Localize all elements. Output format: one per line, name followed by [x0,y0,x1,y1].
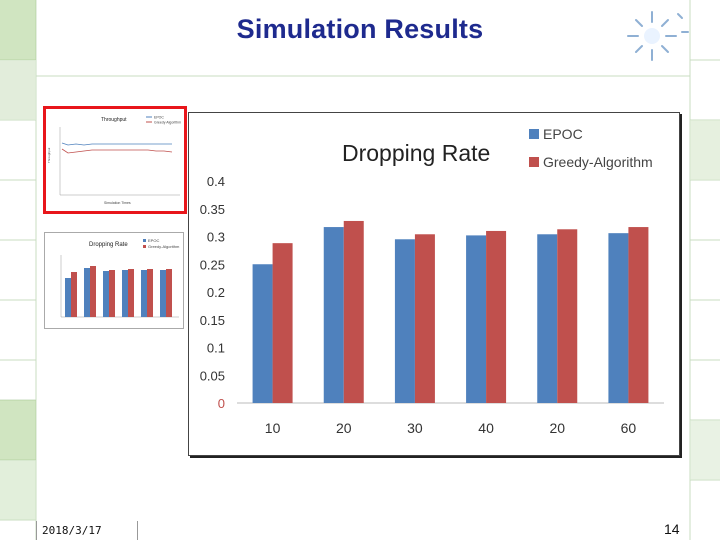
epoc-bar [252,264,273,403]
y-tick-label: 0.3 [207,230,225,245]
chart-title: Dropping Rate [342,140,490,166]
thumb-throughput-legend-1: EPOC [154,116,164,120]
y-tick-label: 0.2 [207,285,225,300]
thumb-dropping-title: Dropping Rate [89,242,128,248]
bars [252,220,649,403]
throughput-thumbnail[interactable]: Throughput EPOC Greedy Algorithm Through… [43,106,187,214]
epoc-bar [394,239,415,403]
thumb-throughput-title: Throughput [101,117,127,123]
x-tick-label: 30 [407,420,423,436]
x-axis-ticks: 10 20 30 40 20 60 [265,420,637,436]
dropping-rate-chart-svg: Dropping Rate EPOC Greedy-Algorithm 0 0.0… [200,126,664,436]
slide-title: Simulation Results [236,14,484,44]
y-tick-label: 0.15 [200,313,225,328]
thumb-dropping-legend-1: EPOC [148,238,159,243]
thumb-dropping-legend-2: Greedy-Algorithm [148,244,180,249]
y-tick-label: 0.35 [200,202,225,217]
thumb-throughput-ylabel: Throughput [47,147,51,163]
legend-label-greedy: Greedy-Algorithm [543,154,653,170]
epoc-bar [323,227,344,403]
y-tick-label: 0.4 [207,174,225,189]
greedy-bar [414,234,435,403]
greedy-bar [486,230,507,403]
x-tick-label: 20 [549,420,565,436]
legend-swatch-epoc [529,129,539,139]
y-axis-ticks: 0 0.05 0.1 0.15 0.2 0.25 0.3 0.35 0.4 [200,174,664,411]
page-number: 14 [664,521,680,537]
greedy-bar [557,229,578,403]
greedy-bar [628,227,649,403]
thumb-throughput-xlabel: Simulation Times [104,201,131,205]
epoc-bar [466,235,487,403]
x-tick-label: 60 [621,420,637,436]
y-tick-label: 0.05 [200,368,225,383]
x-tick-label: 40 [478,420,494,436]
y-tick-label: 0 [218,396,225,411]
legend-swatch-greedy [529,157,539,167]
epoc-bar [608,233,629,403]
footer-date-box [36,521,138,540]
throughput-mini-chart: Throughput EPOC Greedy Algorithm Through… [47,116,181,206]
y-tick-label: 0.1 [207,341,225,356]
greedy-bar [343,220,364,403]
dropping-rate-chart: Dropping Rate EPOC Greedy-Algorithm 0 0.0… [188,112,680,456]
footer-date: 2018/3/17 [42,524,102,537]
dropping-rate-thumbnail[interactable]: Dropping Rate EPOC Greedy-Algorithm [44,232,184,329]
dropping-rate-mini-chart: Dropping Rate EPOC Greedy-Algorithm [60,238,180,318]
y-tick-label: 0.25 [200,257,225,272]
epoc-bar [537,234,558,403]
thumb-throughput-legend-2: Greedy Algorithm [154,121,181,125]
greedy-bar [272,243,293,403]
x-tick-label: 10 [265,420,281,436]
legend-label-epoc: EPOC [543,126,583,142]
x-tick-label: 20 [336,420,352,436]
sparkle-icon [627,11,689,61]
